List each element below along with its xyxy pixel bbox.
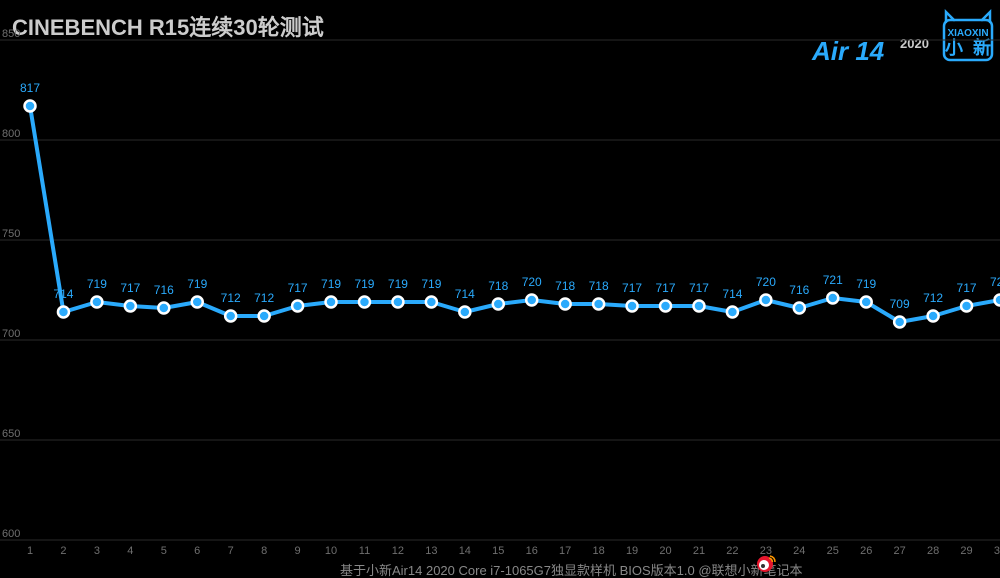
value-label: 719 [354,277,374,291]
benchmark-line-chart: 6006507007508008501234567891011121314151… [0,0,1000,578]
data-point [693,301,704,312]
x-tick-label: 25 [827,545,839,557]
value-label: 721 [823,273,843,287]
data-point [259,311,270,322]
data-point [459,307,470,318]
value-label: 720 [756,275,776,289]
value-label: 717 [689,281,709,295]
value-label: 718 [589,279,609,293]
data-point [660,301,671,312]
x-tick-label: 1 [27,545,33,557]
x-tick-label: 22 [726,545,738,557]
x-tick-label: 10 [325,545,337,557]
x-tick-label: 20 [659,545,671,557]
x-tick-label: 16 [526,545,538,557]
data-point [861,297,872,308]
data-point [192,297,203,308]
data-point [928,311,939,322]
y-tick-label: 750 [2,228,20,240]
value-label: 718 [488,279,508,293]
x-tick-label: 14 [459,545,471,557]
x-tick-label: 3 [94,545,100,557]
y-tick-label: 600 [2,528,20,540]
y-tick-label: 850 [2,28,20,40]
x-tick-label: 5 [161,545,167,557]
value-label: 719 [421,277,441,291]
x-tick-label: 6 [194,545,200,557]
value-label: 717 [288,281,308,295]
x-tick-label: 24 [793,545,805,557]
x-tick-label: 30 [994,545,1000,557]
value-label: 720 [522,275,542,289]
value-label: 717 [656,281,676,295]
value-label: 719 [321,277,341,291]
x-tick-label: 8 [261,545,267,557]
x-tick-label: 27 [894,545,906,557]
value-label: 817 [20,81,40,95]
x-tick-label: 9 [295,545,301,557]
value-label: 717 [957,281,977,295]
data-point [125,301,136,312]
x-tick-label: 21 [693,545,705,557]
value-label: 712 [221,291,241,305]
value-label: 712 [923,291,943,305]
x-tick-label: 7 [228,545,234,557]
data-point [359,297,370,308]
y-tick-label: 800 [2,128,20,140]
weibo-icon [756,553,776,573]
x-tick-label: 28 [927,545,939,557]
data-point [760,295,771,306]
x-tick-label: 4 [127,545,133,557]
value-label: 718 [555,279,575,293]
data-point [560,299,571,310]
x-tick-label: 17 [559,545,571,557]
data-point [894,317,905,328]
value-label: 719 [87,277,107,291]
data-point [292,301,303,312]
value-label: 717 [622,281,642,295]
x-tick-label: 29 [960,545,972,557]
data-point [593,299,604,310]
y-tick-label: 650 [2,428,20,440]
value-label: 719 [388,277,408,291]
x-tick-label: 18 [592,545,604,557]
data-point [225,311,236,322]
x-tick-label: 26 [860,545,872,557]
x-tick-label: 11 [359,545,370,557]
data-point [493,299,504,310]
data-point [526,295,537,306]
value-label: 717 [120,281,140,295]
series-line [30,106,1000,322]
data-point [25,101,36,112]
value-label: 716 [154,283,174,297]
x-tick-label: 13 [425,545,437,557]
data-point [727,307,738,318]
data-point [827,293,838,304]
value-label: 709 [890,297,910,311]
y-tick-label: 700 [2,328,20,340]
value-label: 712 [254,291,274,305]
data-point [91,297,102,308]
data-point [995,295,1000,306]
x-tick-label: 12 [392,545,404,557]
x-tick-label: 19 [626,545,638,557]
value-label: 719 [856,277,876,291]
x-tick-label: 2 [60,545,66,557]
data-point [58,307,69,318]
value-label: 716 [789,283,809,297]
data-point [158,303,169,314]
data-point [627,301,638,312]
x-tick-label: 15 [492,545,504,557]
value-label: 714 [455,287,475,301]
value-label: 714 [53,287,73,301]
data-point [426,297,437,308]
data-point [961,301,972,312]
value-label: 714 [722,287,742,301]
data-point [392,297,403,308]
data-point [794,303,805,314]
data-point [326,297,337,308]
value-label: 719 [187,277,207,291]
value-label: 720 [990,275,1000,289]
